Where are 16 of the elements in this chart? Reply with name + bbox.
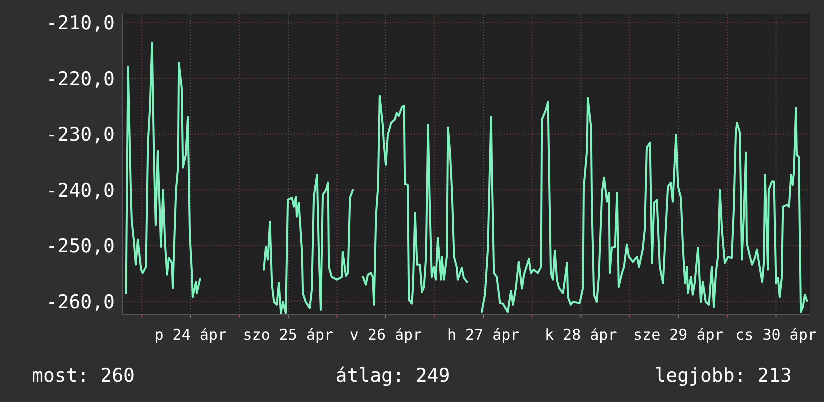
x-tick-label: v 26 ápr bbox=[350, 326, 422, 344]
x-tick-label: k 28 ápr bbox=[545, 326, 618, 344]
y-tick-label: -250,0 bbox=[46, 236, 115, 258]
x-tick-label: p 24 ápr bbox=[154, 326, 228, 344]
y-tick-label: -220,0 bbox=[46, 68, 115, 90]
y-tick-label: -240,0 bbox=[46, 180, 115, 202]
x-tick-label: h 27 ápr bbox=[447, 326, 520, 344]
text: most: 260 bbox=[32, 365, 135, 387]
y-tick-label: -260,0 bbox=[46, 291, 115, 314]
y-tick-label: -230,0 bbox=[46, 124, 115, 146]
x-tick-label: szo 25 ápr bbox=[243, 326, 334, 344]
x-tick-label: cs 30 ápr bbox=[736, 326, 817, 344]
text: legjobb: 213 bbox=[654, 365, 792, 387]
x-tick-label: sze 29 ápr bbox=[634, 326, 724, 344]
y-tick-label: -210,0 bbox=[46, 12, 115, 35]
text: átlag: 249 bbox=[336, 365, 450, 387]
